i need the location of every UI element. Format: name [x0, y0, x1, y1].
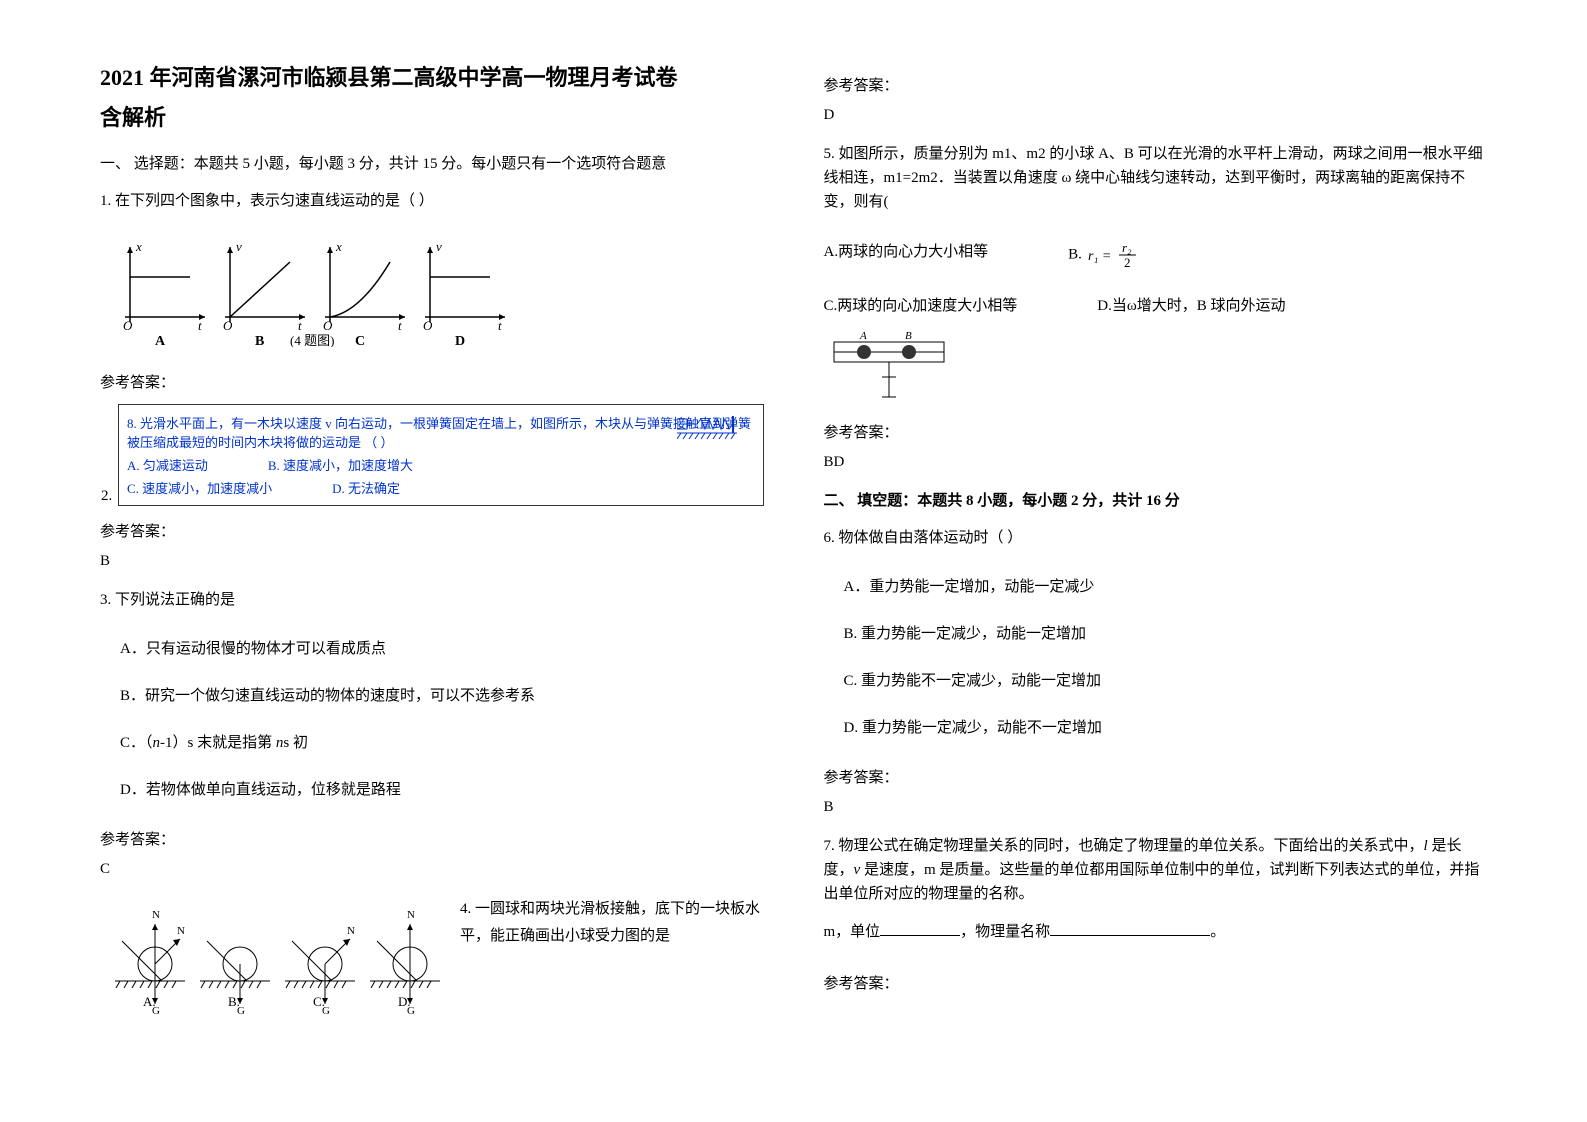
q3-text: 3. 下列说法正确的是 [100, 588, 764, 612]
svg-text:N: N [347, 925, 355, 937]
q7-blanks: m，单位，物理量名称。 [824, 920, 1488, 944]
q2-header: 8. 光滑水平面上，有一木块以速度 v 向右运动，一根弹簧固定在墙上，如图所示，… [127, 413, 755, 451]
svg-text:r₁ =: r₁ = [1088, 249, 1111, 264]
q6-opt-a: A．重力势能一定增加，动能一定减少 [844, 574, 1488, 601]
svg-text:O: O [223, 318, 233, 333]
q5-row1: A.两球的向心力大小相等 B. r₁ = r₂ 2 [824, 240, 1488, 270]
q5-answer-label: 参考答案： [824, 421, 1488, 442]
svg-text:D.: D. [398, 994, 411, 1009]
q5-diagram: A B [824, 327, 954, 407]
right-column: 参考答案： D 5. 如图所示，质量分别为 m1、m2 的小球 A、B 可以在光… [824, 60, 1488, 1062]
q5-text: 5. 如图所示，质量分别为 m1、m2 的小球 A、B 可以在光滑的水平杆上滑动… [824, 142, 1488, 214]
svg-text:O: O [423, 318, 433, 333]
q5-row2: C.两球的向心加速度大小相等 D.当ω增大时，B 球向外运动 [824, 294, 1488, 315]
q7-answer-label: 参考答案： [824, 972, 1488, 993]
svg-text:B: B [905, 330, 912, 342]
q6-answer: B [824, 799, 1488, 816]
svg-text:C.: C. [313, 994, 325, 1009]
q2-answer-label: 参考答案： [100, 520, 764, 541]
q2-opt-d: D. 无法确定 [332, 478, 400, 497]
q3-opt-a: A．只有运动很慢的物体才可以看成质点 [120, 636, 764, 663]
svg-text:v: v [236, 239, 242, 254]
section2-header: 二、 填空题：本题共 8 小题，每小题 2 分，共计 16 分 [824, 489, 1488, 510]
svg-text:2: 2 [1124, 255, 1131, 270]
q3-opt-d: D．若物体做单向直线运动，位移就是路程 [120, 777, 764, 804]
svg-text:B.: B. [228, 994, 240, 1009]
svg-text:r₂: r₂ [1122, 240, 1132, 255]
q1-graph-label: (4 题图) [290, 333, 334, 347]
svg-text:N: N [407, 909, 415, 921]
section1-header: 一、 选择题：本题共 5 小题，每小题 3 分，共计 15 分。每小题只有一个选… [100, 152, 764, 173]
q3-answer-label: 参考答案： [100, 828, 764, 849]
svg-text:v: v [436, 239, 442, 254]
q5-answer: BD [824, 454, 1488, 471]
formula-icon: r₁ = r₂ 2 [1086, 240, 1146, 270]
q6-opt-d: D. 重力势能一定减少，动能不一定增加 [844, 715, 1488, 742]
q2-opt-b: B. 速度减小，加速度增大 [268, 455, 413, 474]
svg-text:t: t [398, 318, 402, 333]
q1-answer-label: 参考答案： [100, 371, 764, 392]
q2-opt-a: A. 匀减速运动 [127, 455, 208, 474]
q6-opt-c: C. 重力势能不一定减少，动能一定增加 [844, 668, 1488, 695]
q2-answer: B [100, 553, 764, 570]
q5-opt-a: A.两球的向心力大小相等 [824, 240, 989, 270]
page-title: 2021 年河南省漯河市临颍县第二高级中学高一物理月考试卷 [100, 60, 764, 92]
q6-text: 6. 物体做自由落体运动时（ ） [824, 526, 1488, 550]
svg-text:O: O [323, 318, 333, 333]
left-column: 2021 年河南省漯河市临颍县第二高级中学高一物理月考试卷 含解析 一、 选择题… [100, 60, 764, 1062]
svg-text:A: A [155, 334, 166, 347]
svg-text:N: N [177, 925, 185, 937]
q4-text: 4. 一圆球和两块光滑板接触，底下的一块板水平，能正确画出小球受力图的是 [460, 896, 764, 950]
q5-opt-b: B. r₁ = r₂ 2 [1068, 240, 1146, 270]
svg-text:A: A [859, 330, 867, 342]
svg-text:O: O [123, 318, 133, 333]
q6-answer-label: 参考答案： [824, 766, 1488, 787]
q4-answer: D [824, 107, 1488, 124]
svg-text:x: x [335, 239, 342, 254]
svg-text:A.: A. [143, 994, 156, 1009]
q3-opt-b: B．研究一个做匀速直线运动的物体的速度时，可以不选参考系 [120, 683, 764, 710]
page-subtitle: 含解析 [100, 100, 764, 132]
svg-text:t: t [498, 318, 502, 333]
svg-text:B: B [255, 334, 264, 347]
q3-opt-c: C．（n-1）s 末就是指第 ns 初 [120, 730, 764, 757]
svg-text:D: D [455, 334, 465, 347]
svg-text:x: x [135, 239, 142, 254]
q2-box: 8. 光滑水平面上，有一木块以速度 v 向右运动，一根弹簧固定在墙上，如图所示，… [118, 404, 764, 506]
q4-diagrams: N N G A. G B. [100, 896, 440, 1016]
q2-opt-c: C. 速度减小，加速度减小 [127, 478, 272, 497]
svg-text:N: N [152, 909, 160, 921]
svg-text:t: t [198, 318, 202, 333]
q7-text: 7. 物理公式在确定物理量关系的同时，也确定了物理量的单位关系。下面给出的关系式… [824, 834, 1488, 906]
q1-graphs: x O t A v O t B x O t C [100, 237, 520, 347]
q1-text: 1. 在下列四个图象中，表示匀速直线运动的是（ ） [100, 189, 764, 213]
q5-opt-c: C.两球的向心加速度大小相等 [824, 294, 1018, 315]
spring-icon [677, 411, 757, 441]
q6-opt-b: B. 重力势能一定减少，动能一定增加 [844, 621, 1488, 648]
q5-opt-d: D.当ω增大时，B 球向外运动 [1097, 294, 1285, 315]
q4-container: N N G A. G B. [100, 896, 764, 1016]
svg-text:t: t [298, 318, 302, 333]
q4-answer-label: 参考答案： [824, 74, 1488, 95]
svg-text:C: C [355, 334, 365, 347]
q2-num: 2. [101, 488, 112, 505]
q3-answer: C [100, 861, 764, 878]
